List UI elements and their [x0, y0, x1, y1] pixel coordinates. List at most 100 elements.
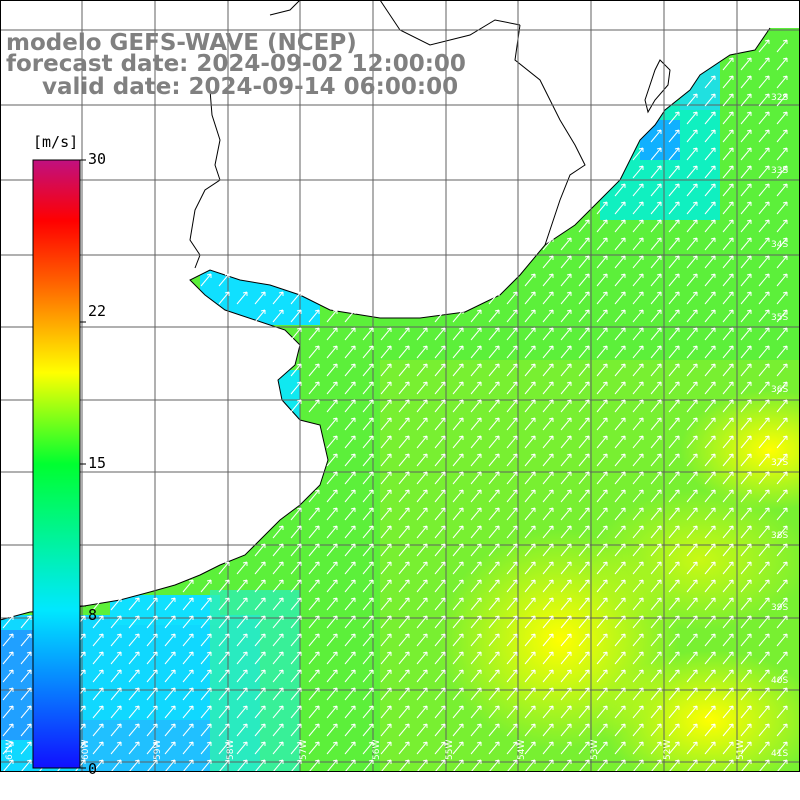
wind-arrow — [470, 507, 482, 521]
wind-arrow — [326, 435, 338, 449]
wind-arrow — [110, 597, 122, 611]
wind-arrow — [218, 597, 230, 611]
wind-arrow — [596, 561, 608, 575]
wind-arrow — [524, 759, 536, 773]
lat-label: 41S — [771, 749, 788, 759]
wind-arrow — [416, 579, 428, 593]
wind-arrow — [758, 327, 770, 341]
wind-arrow — [128, 723, 140, 737]
wind-arrow — [362, 363, 374, 377]
wind-arrow — [20, 723, 32, 737]
wind-arrow — [362, 741, 374, 755]
wind-arrow — [668, 237, 680, 251]
wind-arrow — [596, 597, 608, 611]
wind-arrow — [452, 507, 464, 521]
wind-arrow — [686, 615, 698, 629]
wind-arrow — [740, 651, 752, 665]
wind-arrow — [542, 327, 554, 341]
wind-arrow — [578, 417, 590, 431]
wind-arrow — [416, 561, 428, 575]
wind-arrow — [668, 201, 680, 215]
wind-arrow — [704, 705, 716, 719]
wind-arrow — [488, 669, 500, 683]
wind-arrow — [758, 741, 770, 755]
wind-arrow — [758, 93, 770, 107]
wind-arrow — [614, 633, 626, 647]
wind-arrow — [596, 687, 608, 701]
wind-arrow — [686, 111, 698, 125]
colorbar-tick-0: 0 — [88, 760, 98, 778]
wind-arrow — [686, 723, 698, 737]
wind-arrow — [560, 327, 572, 341]
wind-arrow — [542, 741, 554, 755]
wind-arrow — [704, 399, 716, 413]
wind-arrow — [758, 219, 770, 233]
wind-arrow — [380, 363, 392, 377]
wind-arrow — [704, 561, 716, 575]
wind-arrow — [650, 273, 662, 287]
wind-arrow — [290, 327, 302, 341]
wind-arrow — [596, 345, 608, 359]
wind-arrow — [722, 543, 734, 557]
wind-arrow — [722, 309, 734, 323]
wind-arrow — [668, 687, 680, 701]
wind-arrow — [650, 669, 662, 683]
wind-arrow — [596, 291, 608, 305]
wind-arrow — [470, 399, 482, 413]
wind-arrow — [452, 741, 464, 755]
wind-arrow — [506, 669, 518, 683]
wind-arrow — [632, 471, 644, 485]
wind-arrow — [614, 507, 626, 521]
wind-arrow — [470, 579, 482, 593]
wind-arrow — [398, 561, 410, 575]
wind-arrow — [254, 741, 266, 755]
wind-arrow — [578, 273, 590, 287]
wind-arrow — [614, 741, 626, 755]
wind-arrow — [344, 669, 356, 683]
wind-arrow — [398, 759, 410, 773]
wind-arrow — [776, 417, 788, 431]
wind-arrow — [596, 543, 608, 557]
wind-arrow — [452, 417, 464, 431]
wind-arrow — [92, 705, 104, 719]
wind-arrow — [218, 273, 230, 287]
wind-arrow — [614, 471, 626, 485]
wind-arrow — [776, 669, 788, 683]
wind-arrow — [650, 219, 662, 233]
wind-arrow — [704, 183, 716, 197]
wind-arrow — [740, 633, 752, 647]
wind-arrow — [434, 399, 446, 413]
wind-arrow — [650, 525, 662, 539]
wind-arrow — [776, 75, 788, 89]
wind-arrow — [650, 471, 662, 485]
wind-arrow — [254, 759, 266, 773]
wind-arrow — [560, 453, 572, 467]
wind-arrow — [308, 687, 320, 701]
wind-arrow — [326, 687, 338, 701]
wind-arrow — [128, 759, 140, 773]
wind-arrow — [398, 345, 410, 359]
wind-arrow — [686, 597, 698, 611]
wind-arrow — [416, 399, 428, 413]
wind-arrow — [398, 489, 410, 503]
wind-arrow — [758, 57, 770, 71]
wind-arrow — [578, 615, 590, 629]
wind-arrow — [200, 741, 212, 755]
wind-arrow — [740, 309, 752, 323]
wind-arrow — [128, 597, 140, 611]
colorbar-tick-15: 15 — [88, 454, 107, 472]
wind-arrow — [740, 201, 752, 215]
wind-arrow — [614, 597, 626, 611]
wind-arrow — [578, 687, 590, 701]
wind-arrow — [308, 741, 320, 755]
wind-arrow — [434, 561, 446, 575]
wind-arrow — [632, 723, 644, 737]
wind-arrow — [308, 723, 320, 737]
wind-arrow — [740, 111, 752, 125]
wind-arrow — [722, 129, 734, 143]
wind-arrow — [722, 723, 734, 737]
wind-arrow — [344, 507, 356, 521]
wind-arrow — [668, 147, 680, 161]
wind-arrow — [416, 525, 428, 539]
